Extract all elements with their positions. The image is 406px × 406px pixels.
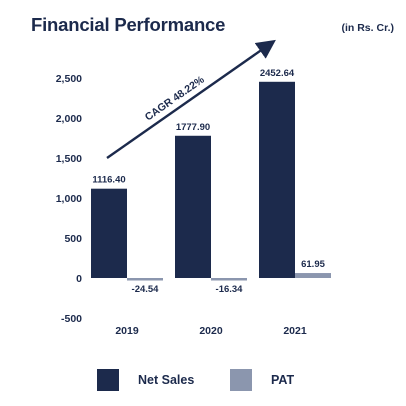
y-tick-label: 1,500 [56,153,82,165]
x-axis-ticks: 2019 2020 2021 [115,325,307,337]
data-label: 2452.64 [260,68,295,79]
cagr-annotation: CAGR 48.22% [143,73,207,123]
y-tick-label: 2,000 [56,113,82,125]
legend-item-pat: PAT [230,369,294,391]
legend-item-net-sales: Net Sales [97,369,194,391]
x-tick-label: 2019 [115,325,139,337]
cagr-arrow [106,39,276,159]
y-tick-label: 0 [76,273,82,285]
bar-net-sales-2021 [259,81,295,278]
data-label: 1777.90 [176,122,210,133]
data-label: -16.34 [216,284,244,295]
data-labels: 1116.40 -24.54 1777.90 -16.34 2452.64 61.95 [92,68,325,295]
legend-label-net-sales: Net Sales [138,373,195,387]
x-tick-label: 2021 [283,325,307,337]
chart-title: Financial Performance [31,14,226,35]
x-tick-label: 2020 [199,325,223,337]
legend-label-pat: PAT [271,373,295,387]
y-tick-label: 1,000 [56,193,82,205]
chart-plot: 2,500 2,000 1,500 1,000 500 0 -500 1116.40 -24.… [56,39,331,337]
bar-net-sales-2019 [91,188,127,278]
bars [91,81,331,281]
y-tick-label: 500 [64,233,82,245]
bar-pat-2020 [211,278,247,281]
legend: Net Sales PAT [0,369,406,393]
y-tick-label: -500 [61,313,82,325]
data-label: -24.54 [132,284,160,295]
data-label: 61.95 [301,259,325,270]
bar-pat-2021 [295,273,331,278]
bar-pat-2019 [127,278,163,281]
legend-swatch-net-sales [97,369,119,391]
bar-net-sales-2020 [175,135,211,278]
legend-swatch-pat [230,369,252,391]
y-axis-ticks: 2,500 2,000 1,500 1,000 500 0 -500 [56,73,82,325]
y-tick-label: 2,500 [56,73,82,85]
unit-note: (in Rs. Cr.) [341,22,394,34]
data-label: 1116.40 [92,175,125,186]
